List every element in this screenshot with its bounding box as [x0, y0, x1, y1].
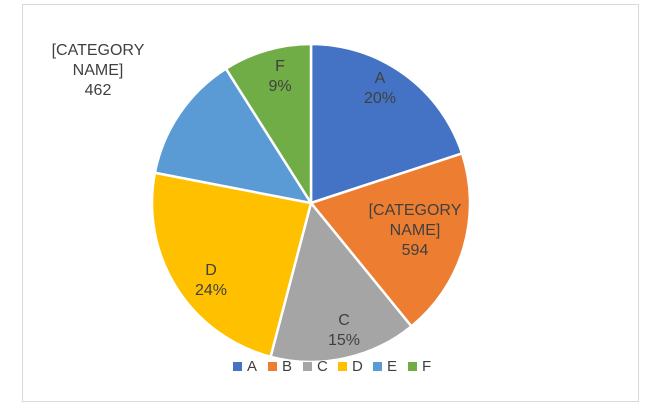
- pie-slice-b: [309, 152, 472, 328]
- legend-entry-a: A: [233, 358, 257, 375]
- legend-entry-e: E: [373, 358, 397, 375]
- legend-swatch-d: [338, 362, 347, 371]
- slice-label-line: NAME]: [73, 62, 124, 79]
- slice-label-b: [CATEGORY NAME] 594: [369, 202, 462, 259]
- legend-swatch-f: [408, 362, 417, 371]
- slice-label-line: F: [275, 58, 285, 75]
- pie-slices: [150, 42, 472, 364]
- pie-slice-e: [153, 67, 313, 205]
- slice-label-line: 9%: [268, 78, 291, 95]
- slice-label-line: NAME]: [390, 222, 441, 239]
- slice-label-a: A 20%: [364, 70, 396, 107]
- slice-label-line: C: [338, 312, 350, 329]
- chart-frame: A 20% [CATEGORY NAME] 594 C 15% D 24% [CATEGORY NA…: [22, 4, 639, 402]
- slice-label-line: [CATEGORY: [369, 202, 462, 219]
- legend-entry-d: D: [338, 358, 363, 375]
- legend-label-e: E: [387, 358, 397, 375]
- legend-entry-b: B: [268, 358, 292, 375]
- slice-label-line: [CATEGORY: [52, 42, 145, 59]
- legend-label-d: D: [352, 358, 363, 375]
- slice-label-line: 24%: [195, 282, 227, 299]
- legend-swatch-c: [303, 362, 312, 371]
- slice-label-f: F 9%: [268, 58, 291, 95]
- legend-entry-f: F: [408, 358, 431, 375]
- legend-swatch-b: [268, 362, 277, 371]
- legend-swatch-e: [373, 362, 382, 371]
- legend-swatch-a: [233, 362, 242, 371]
- legend: A B C D E F: [233, 358, 431, 375]
- legend-label-c: C: [317, 358, 328, 375]
- pie-slice-c: [269, 201, 413, 364]
- legend-label-f: F: [422, 358, 431, 375]
- slice-label-line: 462: [85, 82, 112, 99]
- slice-label-line: 20%: [364, 90, 396, 107]
- pie-slice-a: [309, 42, 464, 205]
- legend-entry-c: C: [303, 358, 328, 375]
- slice-label-line: A: [375, 70, 386, 87]
- slice-label-e: [CATEGORY NAME] 462: [52, 42, 145, 99]
- slice-label-line: 594: [402, 242, 429, 259]
- legend-label-a: A: [247, 358, 257, 375]
- slice-label-line: 15%: [328, 332, 360, 349]
- slice-label-line: D: [205, 262, 217, 279]
- slice-label-c: C 15%: [328, 312, 360, 349]
- slice-label-d: D 24%: [195, 262, 227, 299]
- legend-label-b: B: [282, 358, 292, 375]
- pie-slice-f: [224, 42, 313, 205]
- pie-labels: A 20% [CATEGORY NAME] 594 C 15% D 24% [CATEGORY NA…: [52, 42, 462, 349]
- pie-slice-d: [150, 171, 313, 359]
